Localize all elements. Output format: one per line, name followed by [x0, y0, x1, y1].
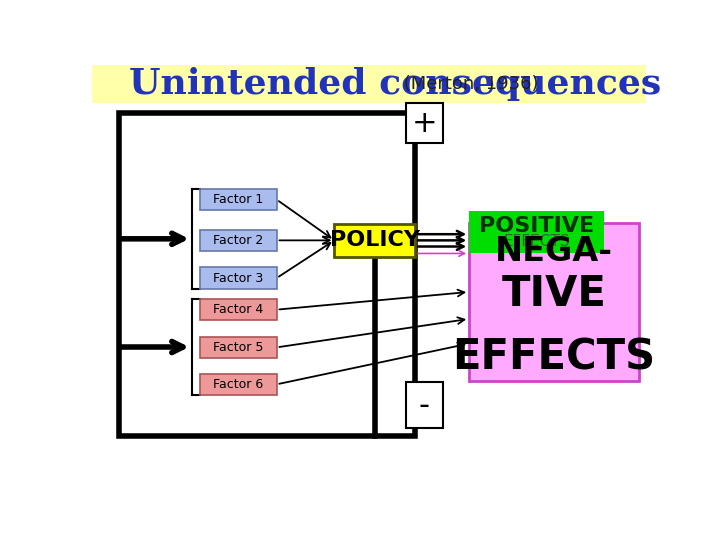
Bar: [92, 65, 647, 103]
Bar: [469, 211, 604, 253]
Bar: [199, 230, 276, 251]
Text: EFFECTS: EFFECTS: [452, 336, 655, 379]
Bar: [199, 299, 276, 320]
Text: NEGA-: NEGA-: [495, 235, 613, 268]
Bar: [406, 382, 443, 428]
Bar: [199, 189, 276, 211]
Bar: [334, 224, 415, 256]
Text: -: -: [419, 390, 430, 420]
Text: Factor 3: Factor 3: [213, 272, 264, 285]
Text: EFFECTS: EFFECTS: [503, 234, 570, 249]
Text: Factor 1: Factor 1: [213, 193, 264, 206]
Text: POSITIVE: POSITIVE: [479, 216, 594, 236]
Bar: [199, 374, 276, 395]
Text: Factor 2: Factor 2: [213, 234, 264, 247]
Bar: [119, 112, 415, 436]
Bar: [199, 336, 276, 358]
Bar: [199, 267, 276, 289]
Text: POLICY: POLICY: [330, 231, 420, 251]
Text: Factor 6: Factor 6: [213, 378, 264, 391]
Bar: [469, 222, 639, 381]
Text: Factor 4: Factor 4: [213, 303, 264, 316]
Bar: [406, 103, 443, 143]
Text: +: +: [412, 109, 437, 138]
Text: TIVE: TIVE: [501, 273, 606, 315]
Text: (Merton, 1936): (Merton, 1936): [398, 75, 539, 93]
Text: Factor 5: Factor 5: [213, 341, 264, 354]
Text: Unintended consequences: Unintended consequences: [129, 67, 661, 101]
Text: EFFECTS: EFFECTS: [503, 234, 570, 249]
Text: POSITIVE: POSITIVE: [479, 216, 594, 236]
Bar: [469, 211, 604, 253]
